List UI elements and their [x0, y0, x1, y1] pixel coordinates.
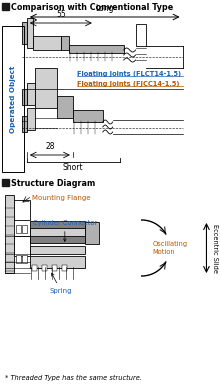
Bar: [22, 89, 27, 105]
Bar: [27, 18, 33, 48]
Bar: [30, 228, 85, 236]
Bar: [30, 246, 85, 254]
Text: Oscillating
Motion: Oscillating Motion: [153, 241, 188, 255]
Text: Mounting Flange: Mounting Flange: [32, 195, 90, 201]
Bar: [62, 265, 67, 271]
Bar: [27, 108, 35, 130]
Bar: [14, 200, 30, 220]
Bar: [73, 110, 103, 122]
Bar: [22, 225, 27, 233]
Bar: [57, 96, 73, 118]
Text: Floating Joints (FLCT14-1.5): Floating Joints (FLCT14-1.5): [77, 71, 181, 77]
Text: Floating Joints (FJCC14-1.5): Floating Joints (FJCC14-1.5): [77, 81, 179, 87]
Text: Structure Diagram: Structure Diagram: [11, 179, 95, 188]
Bar: [2, 179, 9, 186]
Text: Cylinder Connector: Cylinder Connector: [33, 220, 97, 241]
Text: Eccentric Slide: Eccentric Slide: [213, 223, 218, 273]
Bar: [2, 26, 24, 172]
Bar: [5, 195, 14, 273]
Bar: [42, 265, 47, 271]
Bar: [35, 68, 57, 108]
Text: 55: 55: [56, 10, 66, 19]
Bar: [2, 3, 9, 10]
Bar: [14, 236, 30, 256]
Text: Long: Long: [95, 4, 114, 13]
Bar: [30, 221, 85, 243]
Bar: [27, 83, 35, 105]
Bar: [85, 222, 99, 244]
Bar: [16, 225, 21, 233]
Bar: [136, 24, 146, 46]
Text: Comparison with Conventional Type: Comparison with Conventional Type: [11, 3, 173, 12]
Text: Operated Object: Operated Object: [10, 65, 16, 133]
Bar: [32, 265, 37, 271]
Bar: [22, 255, 27, 263]
Text: Spring: Spring: [50, 273, 72, 294]
Text: 28: 28: [45, 142, 55, 151]
Text: * Threaded Type has the same structure.: * Threaded Type has the same structure.: [5, 375, 142, 381]
Bar: [22, 116, 27, 132]
Bar: [30, 256, 85, 268]
Bar: [52, 265, 57, 271]
Bar: [16, 255, 21, 263]
Bar: [33, 36, 61, 50]
Text: Short: Short: [62, 163, 83, 172]
Bar: [69, 45, 124, 53]
Bar: [61, 36, 69, 50]
Bar: [22, 22, 27, 44]
